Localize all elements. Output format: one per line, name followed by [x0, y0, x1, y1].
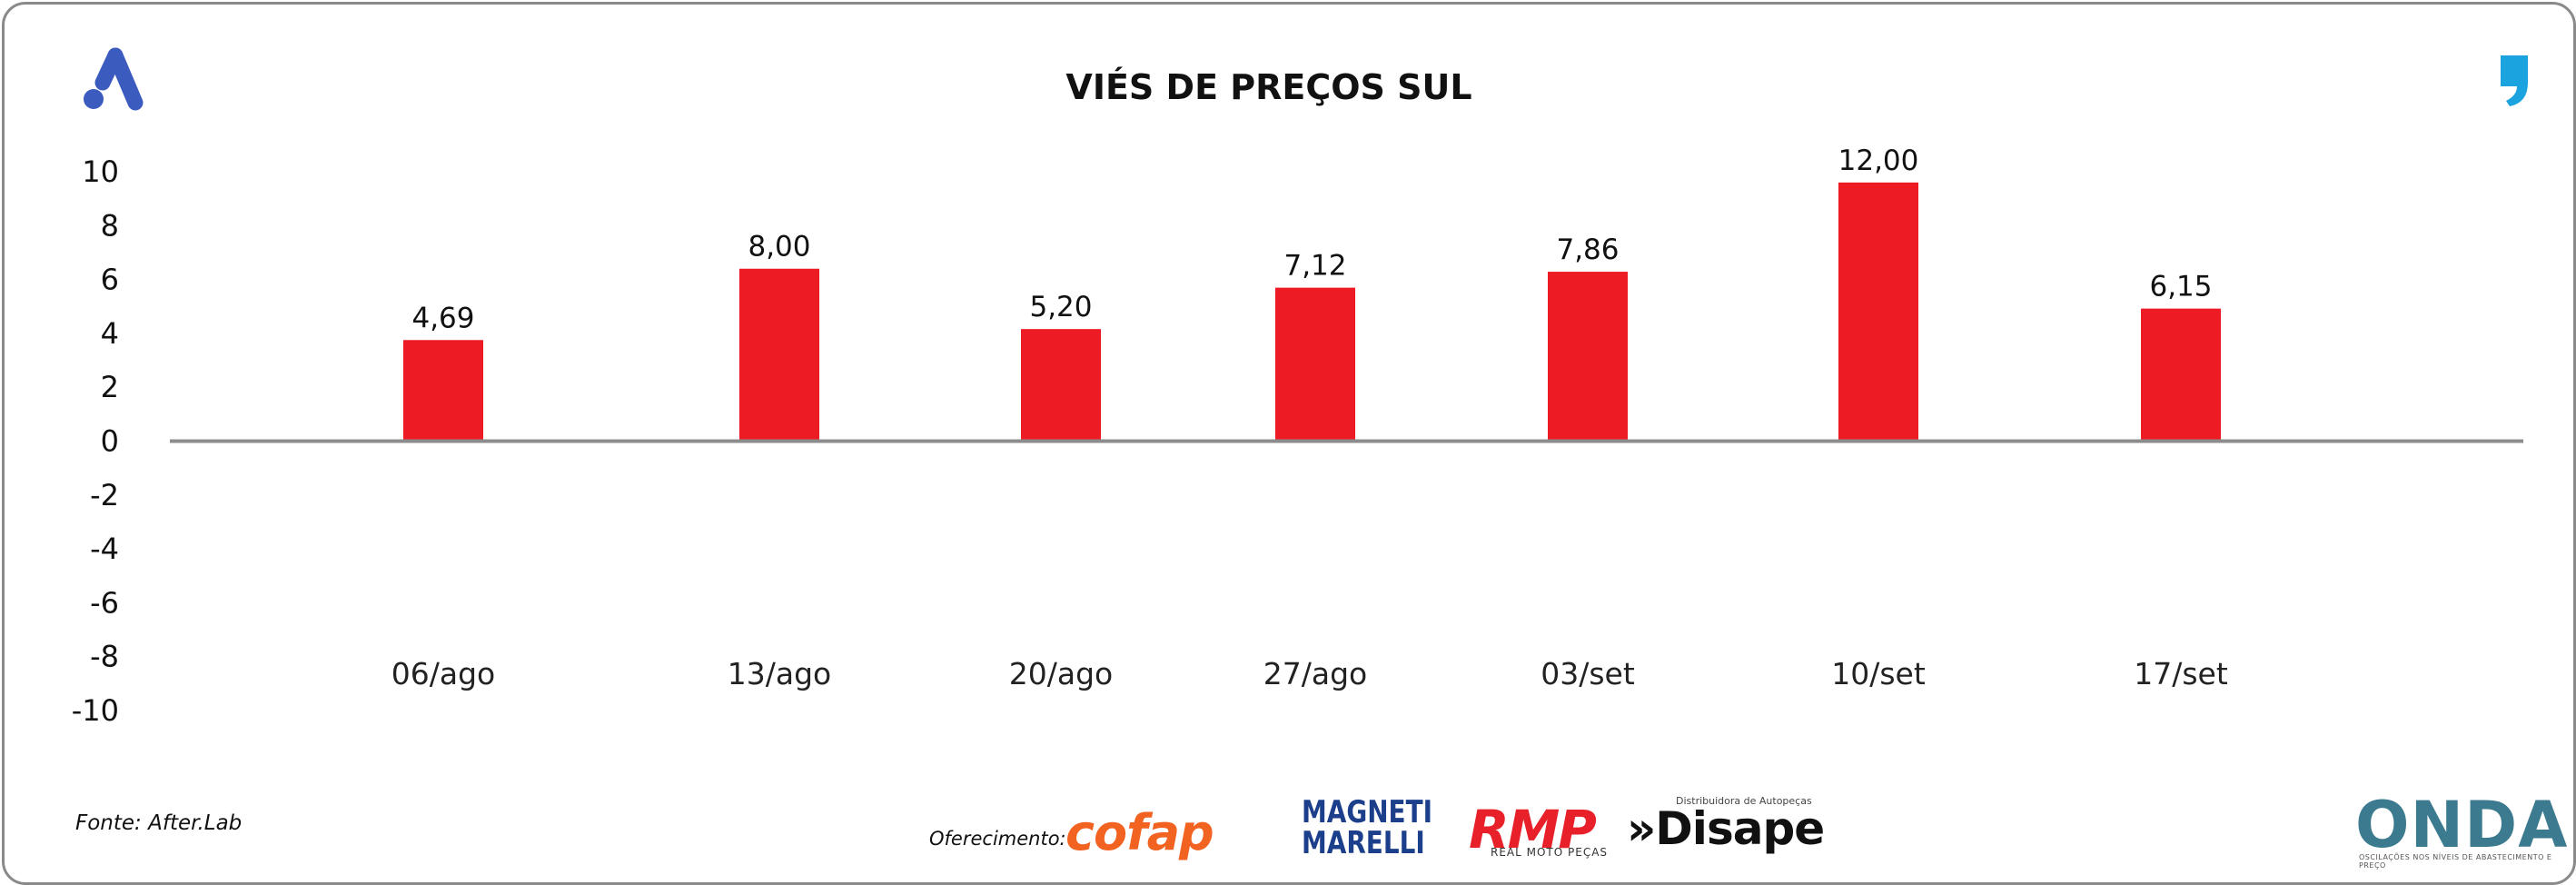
disape-logo-subtitle: Distribuidora de Autopeças [1676, 795, 1812, 807]
rmp-logo-subtitle: REAL MOTO PEÇAS [1491, 846, 1609, 859]
y-tick-label: 2 [101, 370, 119, 404]
y-tick-label: 8 [101, 208, 119, 243]
data-label: 12,00 [1838, 144, 1919, 177]
bar-27/ago [1275, 287, 1355, 442]
sponsor-label: Oferecimento: [929, 828, 1066, 850]
magneti-marelli-logo: MAGNETI MARELLI [1302, 794, 1432, 861]
data-label: 8,00 [748, 231, 810, 264]
data-label: 4,69 [411, 302, 474, 334]
brand-logo-icon [84, 47, 144, 111]
data-label: 6,15 [2149, 271, 2212, 303]
y-tick-label: -4 [90, 532, 119, 566]
onda-logo-subtitle: OSCILAÇÕES NOS NÍVEIS DE ABASTECIMENTO E… [2359, 853, 2552, 870]
x-tick-label: 20/ago [1009, 656, 1113, 691]
y-tick-label: -6 [90, 585, 119, 620]
x-tick-label: 10/set [1831, 656, 1926, 691]
bar-10/set [1838, 182, 1918, 442]
x-tick-label: 17/set [2134, 656, 2228, 691]
x-tick-label: 03/set [1541, 656, 1635, 691]
bar-chart: VIÉS DE PREÇOS SUL 10 8 6 4 2 0 -2 -4 -6 -8 -10 4,… [72, 47, 2528, 728]
y-tick-label: 4 [101, 316, 119, 351]
rmp-logo: RMP [1469, 799, 1597, 860]
x-tick-label: 13/ago [728, 656, 831, 691]
y-tick-label: 6 [101, 263, 119, 297]
y-tick-label: -8 [90, 640, 119, 674]
data-label: 7,12 [1283, 250, 1346, 283]
bar-20/ago [1021, 329, 1101, 442]
y-tick-label: 10 [82, 154, 119, 189]
cofap-logo: cofap [1065, 804, 1214, 861]
bar-06/ago [403, 340, 483, 442]
disape-logo: »Disape [1627, 802, 1825, 855]
chart-title: VIÉS DE PREÇOS SUL [1065, 67, 1471, 107]
bar-03/set [1548, 272, 1628, 442]
quote-icon [2501, 55, 2528, 106]
bar-13/ago [739, 268, 819, 442]
source-note: Fonte: After.Lab [75, 811, 243, 835]
y-tick-label: -2 [90, 478, 119, 512]
x-tick-label: 06/ago [391, 656, 495, 691]
data-label: 7,86 [1556, 234, 1619, 266]
y-tick-label: 0 [101, 424, 119, 459]
x-tick-label: 27/ago [1263, 656, 1367, 691]
y-tick-label: -10 [72, 693, 119, 728]
data-label: 5,20 [1029, 291, 1092, 323]
onda-logo: ONDA [2355, 788, 2569, 862]
bar-17/set [2141, 308, 2221, 442]
